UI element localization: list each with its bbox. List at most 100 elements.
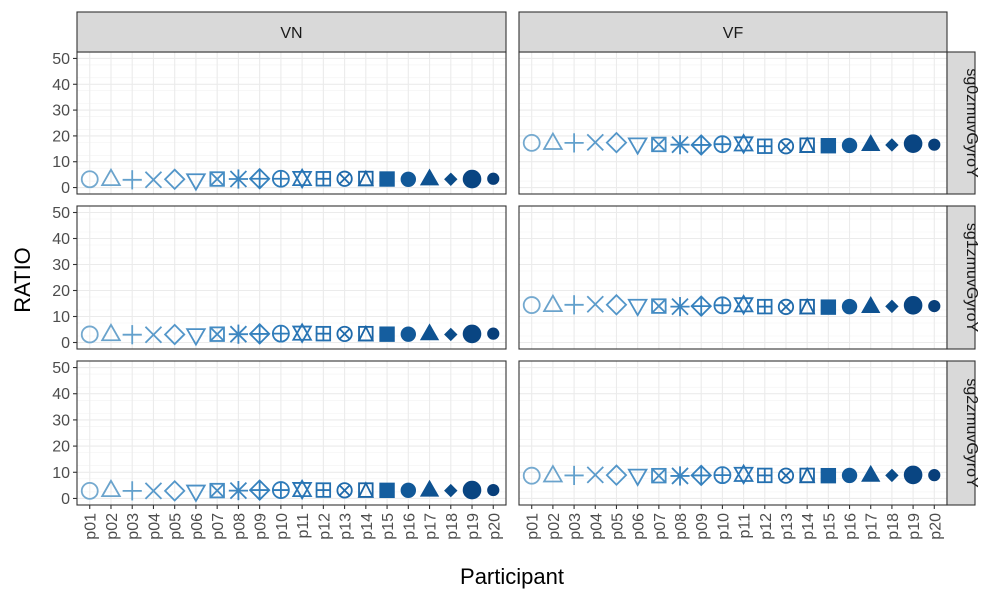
point-p20 bbox=[928, 300, 941, 313]
point-p02 bbox=[542, 131, 564, 150]
x-tick-label: p18 bbox=[885, 513, 902, 540]
point-p17 bbox=[861, 296, 881, 313]
point-p03 bbox=[564, 133, 584, 153]
point-p13 bbox=[336, 170, 353, 187]
x-tick-label: p09 bbox=[694, 513, 711, 540]
point-p19 bbox=[462, 480, 482, 500]
strip-background bbox=[946, 51, 976, 195]
strip-background bbox=[946, 205, 976, 350]
y-tick-label: 50 bbox=[52, 51, 70, 68]
point-p12 bbox=[315, 482, 332, 498]
x-tick-label: p20 bbox=[486, 513, 503, 540]
point-p02 bbox=[100, 167, 122, 187]
strip-col-vf: VF bbox=[518, 11, 948, 53]
y-tick-label: 10 bbox=[52, 154, 70, 171]
panel-border bbox=[76, 205, 507, 350]
point-p07 bbox=[209, 171, 225, 187]
point-p10 bbox=[713, 466, 732, 485]
y-tick-label: 10 bbox=[52, 309, 70, 326]
point-p16 bbox=[841, 467, 858, 484]
panel-background bbox=[77, 361, 506, 505]
point-p02 bbox=[100, 478, 122, 498]
point-p05 bbox=[605, 293, 628, 316]
panel-background bbox=[519, 52, 947, 194]
point-p19 bbox=[903, 296, 923, 315]
point-p06 bbox=[185, 173, 207, 192]
y-tick-label: 30 bbox=[52, 257, 70, 274]
point-p18 bbox=[885, 138, 899, 152]
point-p18 bbox=[444, 483, 458, 498]
strip-label: VF bbox=[723, 25, 744, 42]
y-tick-label: 20 bbox=[52, 439, 70, 456]
point-p12 bbox=[315, 325, 332, 342]
point-p05 bbox=[605, 464, 628, 487]
x-tick-label: p04 bbox=[146, 513, 163, 540]
x-tick-label: p16 bbox=[843, 513, 860, 540]
point-p09 bbox=[690, 295, 713, 317]
point-p11 bbox=[733, 294, 754, 316]
point-p20 bbox=[928, 138, 941, 151]
point-p18 bbox=[444, 172, 458, 186]
panel-vn-1 bbox=[76, 205, 507, 350]
point-p14 bbox=[357, 324, 375, 342]
point-p18 bbox=[885, 468, 899, 483]
point-p17 bbox=[419, 479, 440, 497]
point-p07 bbox=[651, 136, 667, 153]
point-p01 bbox=[522, 296, 541, 314]
point-p02 bbox=[542, 293, 564, 313]
x-tick-label: p13 bbox=[779, 513, 796, 540]
point-p07 bbox=[209, 482, 225, 499]
y-tick-label: 0 bbox=[61, 180, 70, 197]
x-tick-label: p13 bbox=[338, 513, 355, 540]
x-tick-label: p17 bbox=[864, 513, 881, 540]
point-p17 bbox=[861, 134, 881, 152]
x-tick-label: p05 bbox=[168, 513, 185, 540]
point-p03 bbox=[564, 465, 584, 486]
point-p10 bbox=[713, 135, 732, 154]
x-tick-label: p10 bbox=[715, 513, 732, 540]
strip-background bbox=[518, 11, 948, 53]
point-p08 bbox=[670, 297, 690, 317]
y-tick-label: 20 bbox=[52, 283, 70, 300]
point-p15 bbox=[379, 171, 395, 187]
x-tick-label: p06 bbox=[631, 513, 648, 540]
point-p15 bbox=[379, 482, 395, 499]
y-tick-label: 50 bbox=[52, 205, 70, 222]
point-p16 bbox=[400, 482, 417, 499]
x-tick-label: p02 bbox=[104, 513, 121, 540]
y-tick-label: 0 bbox=[61, 335, 70, 352]
point-p15 bbox=[820, 299, 837, 315]
panel-vf-2 bbox=[518, 360, 948, 506]
point-p09 bbox=[248, 323, 271, 345]
panel-background bbox=[77, 52, 506, 194]
point-p11 bbox=[733, 463, 754, 485]
point-p19 bbox=[903, 465, 923, 485]
point-p02 bbox=[100, 323, 122, 342]
point-p06 bbox=[627, 137, 649, 156]
x-tick-label: p01 bbox=[83, 513, 100, 540]
point-p20 bbox=[487, 172, 500, 185]
point-p11 bbox=[291, 478, 313, 501]
y-tick-label: 10 bbox=[52, 465, 70, 482]
point-p07 bbox=[209, 326, 225, 342]
x-tick-label: p19 bbox=[465, 513, 482, 540]
y-axis-title: RATIO bbox=[10, 247, 35, 313]
point-p12 bbox=[757, 138, 773, 154]
x-tick-label: p10 bbox=[274, 513, 291, 540]
point-p13 bbox=[777, 467, 795, 484]
point-p13 bbox=[336, 482, 353, 499]
point-p14 bbox=[798, 136, 816, 153]
point-p08 bbox=[228, 481, 249, 501]
x-tick-label: p15 bbox=[821, 513, 838, 540]
point-p08 bbox=[670, 466, 690, 486]
point-p01 bbox=[80, 481, 99, 500]
panel-vf-0 bbox=[518, 51, 948, 195]
x-tick-label: p03 bbox=[567, 513, 584, 540]
x-tick-label: p11 bbox=[737, 513, 754, 539]
point-p11 bbox=[733, 133, 754, 155]
point-p05 bbox=[163, 479, 186, 502]
x-tick-label: p14 bbox=[800, 513, 817, 540]
x-tick-label: p01 bbox=[525, 513, 542, 540]
x-tick-label: p04 bbox=[588, 513, 605, 540]
